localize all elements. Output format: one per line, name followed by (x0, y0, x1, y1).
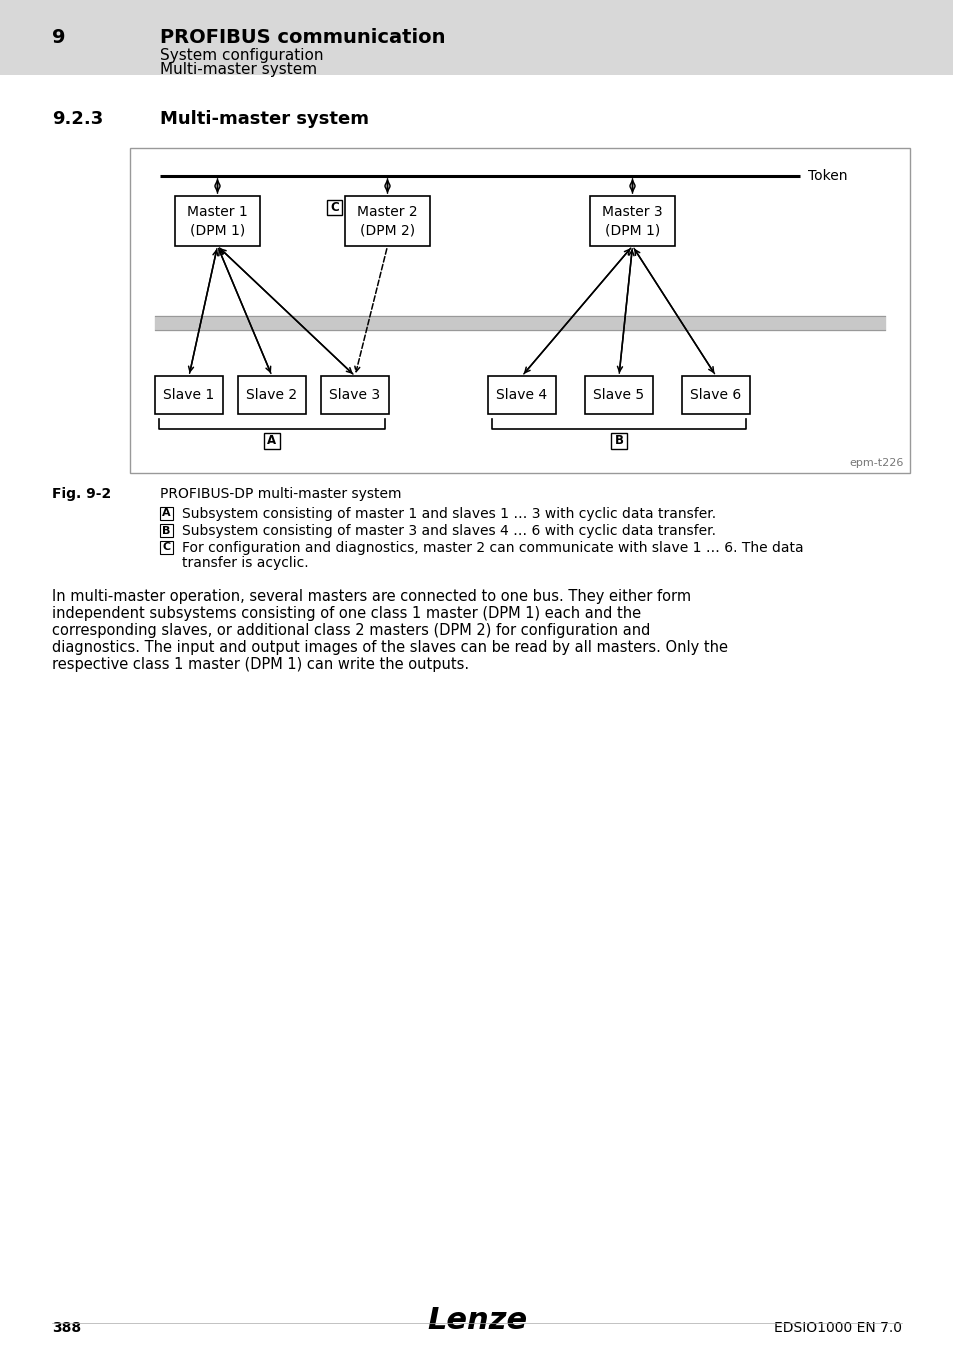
Text: Slave 1: Slave 1 (163, 387, 214, 402)
Text: In multi-master operation, several masters are connected to one bus. They either: In multi-master operation, several maste… (52, 589, 690, 603)
Text: PROFIBUS-DP multi-master system: PROFIBUS-DP multi-master system (160, 487, 401, 501)
Text: B: B (162, 525, 171, 536)
Text: A: A (162, 509, 171, 518)
Text: C: C (162, 543, 171, 552)
FancyBboxPatch shape (160, 508, 172, 520)
FancyBboxPatch shape (584, 377, 652, 414)
Text: System configuration: System configuration (160, 49, 323, 63)
Text: Subsystem consisting of master 1 and slaves 1 … 3 with cyclic data transfer.: Subsystem consisting of master 1 and sla… (182, 508, 716, 521)
Text: corresponding slaves, or additional class 2 masters (DPM 2) for configuration an: corresponding slaves, or additional clas… (52, 622, 650, 639)
Text: For configuration and diagnostics, master 2 can communicate with slave 1 … 6. Th: For configuration and diagnostics, maste… (182, 541, 802, 555)
FancyBboxPatch shape (681, 377, 749, 414)
Text: Slave 6: Slave 6 (690, 387, 740, 402)
Text: C: C (330, 201, 338, 215)
FancyBboxPatch shape (130, 148, 909, 472)
Text: A: A (267, 435, 276, 447)
Text: epm-t226: epm-t226 (849, 458, 903, 468)
Text: Multi-master system: Multi-master system (160, 62, 316, 77)
FancyBboxPatch shape (160, 541, 172, 554)
FancyBboxPatch shape (160, 524, 172, 537)
FancyBboxPatch shape (264, 433, 280, 450)
Text: Multi-master system: Multi-master system (160, 109, 369, 128)
Text: Slave 5: Slave 5 (593, 387, 644, 402)
FancyBboxPatch shape (0, 0, 953, 76)
Text: (DPM 1): (DPM 1) (604, 223, 659, 238)
FancyBboxPatch shape (327, 200, 341, 215)
FancyBboxPatch shape (237, 377, 306, 414)
Text: Token: Token (807, 169, 846, 184)
Text: respective class 1 master (DPM 1) can write the outputs.: respective class 1 master (DPM 1) can wr… (52, 657, 469, 672)
Text: Subsystem consisting of master 3 and slaves 4 … 6 with cyclic data transfer.: Subsystem consisting of master 3 and sla… (182, 524, 716, 539)
Text: independent subsystems consisting of one class 1 master (DPM 1) each and the: independent subsystems consisting of one… (52, 606, 640, 621)
Text: (DPM 2): (DPM 2) (359, 223, 415, 238)
FancyBboxPatch shape (154, 377, 223, 414)
Text: Master 1: Master 1 (187, 205, 248, 219)
Text: diagnostics. The input and output images of the slaves can be read by all master: diagnostics. The input and output images… (52, 640, 727, 655)
Text: Master 2: Master 2 (356, 205, 417, 219)
Text: Master 3: Master 3 (601, 205, 662, 219)
Text: Fig. 9-2: Fig. 9-2 (52, 487, 112, 501)
FancyBboxPatch shape (488, 377, 556, 414)
Text: (DPM 1): (DPM 1) (190, 223, 245, 238)
Text: Slave 2: Slave 2 (246, 387, 297, 402)
Text: Slave 3: Slave 3 (329, 387, 380, 402)
FancyBboxPatch shape (174, 196, 260, 246)
Text: PROFIBUS communication: PROFIBUS communication (160, 28, 445, 47)
Text: 9.2.3: 9.2.3 (52, 109, 103, 128)
FancyBboxPatch shape (345, 196, 430, 246)
FancyBboxPatch shape (589, 196, 675, 246)
Text: Slave 4: Slave 4 (496, 387, 547, 402)
FancyBboxPatch shape (320, 377, 389, 414)
Text: Lenze: Lenze (427, 1305, 526, 1335)
Text: B: B (614, 435, 623, 447)
FancyBboxPatch shape (610, 433, 626, 450)
Text: transfer is acyclic.: transfer is acyclic. (182, 556, 309, 570)
Text: EDSIO1000 EN 7.0: EDSIO1000 EN 7.0 (773, 1322, 901, 1335)
Text: 388: 388 (52, 1322, 81, 1335)
Text: 9: 9 (52, 28, 66, 47)
